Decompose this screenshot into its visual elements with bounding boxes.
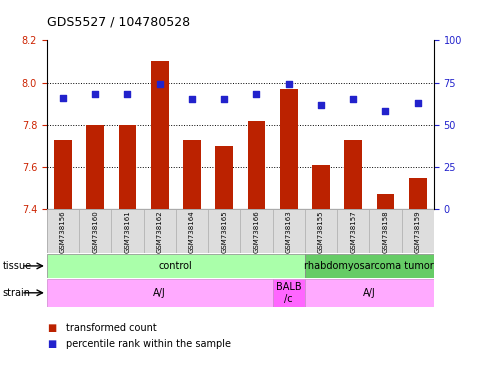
Text: GSM738160: GSM738160 — [92, 210, 98, 253]
Bar — [208, 209, 240, 253]
Bar — [47, 209, 79, 253]
Point — [124, 91, 132, 98]
Bar — [176, 209, 208, 253]
Bar — [247, 121, 265, 209]
Bar — [344, 139, 362, 209]
Bar — [409, 178, 426, 209]
Bar — [111, 209, 143, 253]
Bar — [312, 165, 330, 209]
Text: BALB
/c: BALB /c — [276, 282, 302, 304]
Text: rhabdomyosarcoma tumor: rhabdomyosarcoma tumor — [305, 261, 434, 271]
Bar — [54, 139, 72, 209]
Bar — [241, 209, 273, 253]
Bar — [377, 195, 394, 209]
Text: GSM738156: GSM738156 — [60, 210, 66, 253]
Bar — [369, 209, 402, 253]
Text: GSM738166: GSM738166 — [253, 210, 259, 253]
Bar — [151, 61, 169, 209]
Bar — [273, 279, 305, 306]
Text: GSM738163: GSM738163 — [286, 210, 292, 253]
Bar — [337, 209, 369, 253]
Point — [220, 96, 228, 103]
Point — [317, 101, 325, 108]
Text: GSM738158: GSM738158 — [383, 210, 388, 253]
Text: ■: ■ — [47, 339, 56, 349]
Text: ■: ■ — [47, 323, 56, 333]
Text: A/J: A/J — [153, 288, 166, 298]
Text: strain: strain — [2, 288, 31, 298]
Bar — [47, 279, 273, 306]
Bar — [143, 209, 176, 253]
Bar — [47, 254, 305, 278]
Bar — [183, 139, 201, 209]
Point — [59, 95, 67, 101]
Text: A/J: A/J — [363, 288, 376, 298]
Text: GSM738159: GSM738159 — [415, 210, 421, 253]
Bar — [305, 254, 434, 278]
Point — [252, 91, 260, 98]
Text: GSM738155: GSM738155 — [318, 210, 324, 253]
Bar — [273, 209, 305, 253]
Bar — [305, 209, 337, 253]
Bar — [305, 279, 434, 306]
Point — [382, 108, 389, 114]
Text: GSM738164: GSM738164 — [189, 210, 195, 253]
Text: percentile rank within the sample: percentile rank within the sample — [66, 339, 231, 349]
Point — [285, 81, 293, 87]
Point — [188, 96, 196, 103]
Bar — [280, 89, 298, 209]
Point — [414, 100, 422, 106]
Text: GSM738157: GSM738157 — [350, 210, 356, 253]
Text: transformed count: transformed count — [66, 323, 156, 333]
Text: GSM738165: GSM738165 — [221, 210, 227, 253]
Bar — [402, 209, 434, 253]
Bar — [119, 125, 137, 209]
Text: GDS5527 / 104780528: GDS5527 / 104780528 — [47, 16, 190, 29]
Bar — [215, 146, 233, 209]
Bar — [79, 209, 111, 253]
Point — [91, 91, 99, 98]
Text: control: control — [159, 261, 193, 271]
Point — [349, 96, 357, 103]
Text: GSM738162: GSM738162 — [157, 210, 163, 253]
Text: tissue: tissue — [2, 261, 32, 271]
Bar — [86, 125, 104, 209]
Text: GSM738161: GSM738161 — [124, 210, 131, 253]
Point — [156, 81, 164, 87]
